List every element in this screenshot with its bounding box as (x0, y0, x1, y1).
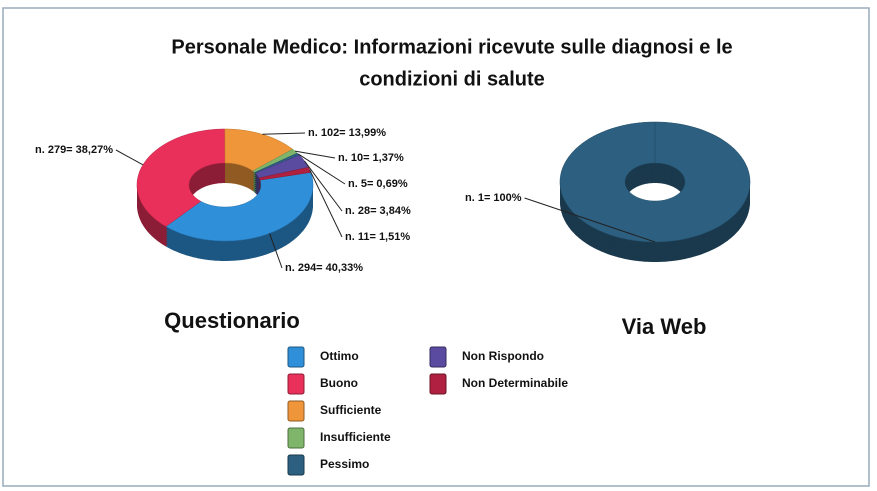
legend-label: Non Rispondo (462, 349, 544, 363)
legend-swatch (287, 427, 305, 449)
legend-label: Ottimo (320, 349, 359, 363)
data-label: n. 102= 13,99% (308, 127, 386, 139)
legend-label: Buono (320, 376, 358, 390)
slice (258, 167, 312, 181)
leader-line (524, 197, 656, 243)
legend-swatch (287, 454, 305, 476)
leader-line (304, 160, 343, 212)
leader-line (269, 233, 283, 269)
legend-label: Pessimo (320, 457, 369, 471)
data-label: n. 279= 38,27% (35, 144, 113, 156)
legend-swatch (287, 346, 305, 368)
legend-swatch (287, 400, 305, 422)
data-label: n. 5= 0,69% (348, 178, 408, 190)
leader-line (115, 149, 144, 166)
frame (2, 7, 870, 487)
leader-line (262, 132, 306, 135)
data-label: n. 10= 1,37% (338, 152, 404, 164)
chart-title: condizioni di salute (359, 68, 545, 90)
leader-line (295, 150, 336, 159)
chart-title: Personale Medico: Informazioni ricevute … (171, 36, 732, 58)
data-label: n. 294= 40,33% (285, 262, 363, 274)
leader-line (298, 153, 346, 185)
legend-label: Insufficiente (320, 430, 391, 444)
legend-label: Sufficiente (320, 403, 382, 417)
legend-swatch (287, 373, 305, 395)
data-label: n. 11= 1,51% (345, 231, 410, 243)
chart-subtitle: Via Web (622, 314, 707, 339)
data-label: n. 1= 100% (465, 192, 522, 204)
leader-line (309, 169, 343, 238)
slice (559, 121, 751, 243)
legend-label: Non Determinabile (462, 376, 568, 390)
legend-swatch (429, 373, 447, 395)
legend-swatch (429, 346, 447, 368)
chart-subtitle: Questionario (164, 308, 300, 333)
data-label: n. 28= 3,84% (345, 205, 411, 217)
